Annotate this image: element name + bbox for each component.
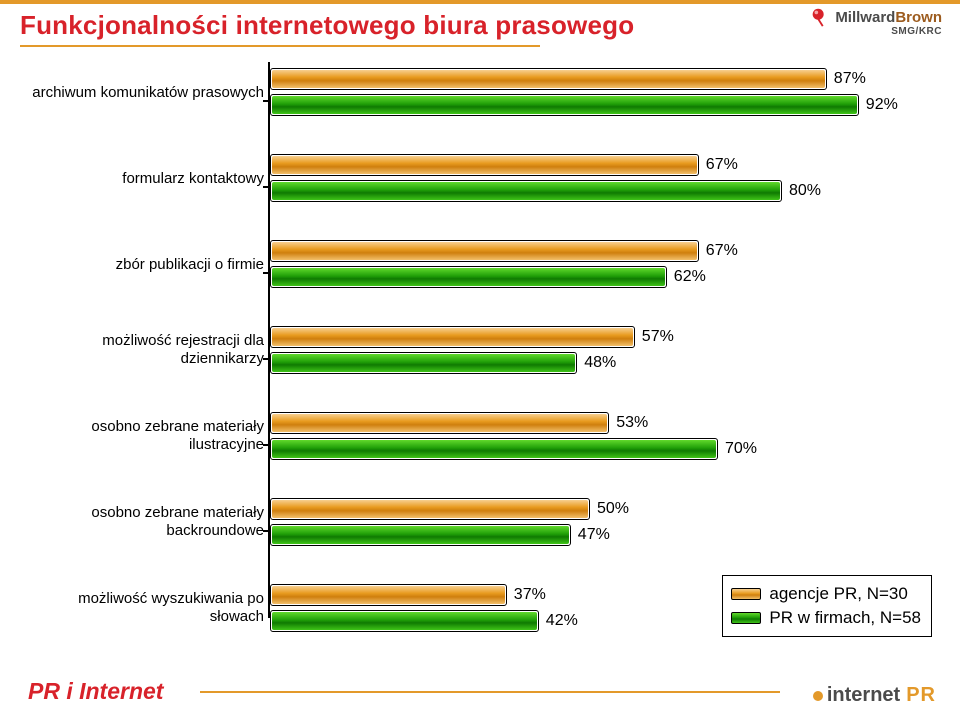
bar-fill <box>272 500 588 518</box>
logo-internet-pr: internet PR <box>813 684 936 707</box>
brand-line1: MillwardBrown <box>835 9 942 26</box>
category-label: osobno zebrane materiały ilustracyjne <box>20 418 264 454</box>
bar-series2: 48% <box>270 352 577 374</box>
bar-series1: 50% <box>270 498 590 520</box>
category-label: możliwość rejestracji dla dziennikarzy <box>20 332 264 368</box>
category-label: osobno zebrane materiały backroundowe <box>20 504 264 540</box>
bar-pair: 87%92% <box>270 68 859 116</box>
brand-millward: Millward <box>835 9 895 26</box>
bar-series1: 57% <box>270 326 635 348</box>
bar-fill <box>272 586 505 604</box>
bar-value-label: 42% <box>546 612 578 630</box>
legend-label: PR w firmach, N=58 <box>769 608 921 628</box>
legend-item: agencje PR, N=30 <box>731 582 921 606</box>
bar-fill <box>272 612 537 630</box>
bar-fill <box>272 242 697 260</box>
bar-series2: 80% <box>270 180 782 202</box>
bar-series2: 70% <box>270 438 718 460</box>
pushpin-icon <box>809 6 831 28</box>
title-underline <box>20 45 540 47</box>
legend: agencje PR, N=30 PR w firmach, N=58 <box>722 575 932 637</box>
bar-value-label: 47% <box>578 526 610 544</box>
legend-item: PR w firmach, N=58 <box>731 606 921 630</box>
page-title: Funkcjonalności internetowego biura pras… <box>20 10 634 41</box>
slide: Funkcjonalności internetowego biura pras… <box>0 0 960 715</box>
logo-text-internet: internet <box>827 684 900 707</box>
bar-value-label: 67% <box>706 156 738 174</box>
bar-series1: 67% <box>270 154 699 176</box>
bar-series2: 62% <box>270 266 667 288</box>
bar-series1: 53% <box>270 412 609 434</box>
bar-fill <box>272 526 569 544</box>
logo-millward-brown: MillwardBrown SMG/KRC <box>809 6 942 37</box>
bar-series1: 67% <box>270 240 699 262</box>
bar-fill <box>272 328 633 346</box>
bar-pair: 67% 80% <box>270 154 782 202</box>
bar-fill <box>272 268 665 286</box>
bar-value-label: 50% <box>597 500 629 518</box>
bar-value-label: 80% <box>789 182 821 200</box>
bar-chart: archiwum komunikatów prasowych87%92%form… <box>0 58 960 618</box>
bar-fill <box>272 414 607 432</box>
bar-value-label: 67% <box>706 242 738 260</box>
bar-series2: 42% <box>270 610 539 632</box>
bar-value-label: 37% <box>514 586 546 604</box>
header: Funkcjonalności internetowego biura pras… <box>0 0 960 47</box>
legend-label: agencje PR, N=30 <box>769 584 907 604</box>
bar-series2: 92% <box>270 94 859 116</box>
bar-pair: 67%62% <box>270 240 699 288</box>
bar-pair: 53% 70% <box>270 412 718 460</box>
bar-fill <box>272 70 825 88</box>
bar-pair: 50%47% <box>270 498 590 546</box>
bar-series1: 87% <box>270 68 827 90</box>
bar-value-label: 70% <box>725 440 757 458</box>
bar-value-label: 92% <box>866 96 898 114</box>
bar-fill <box>272 440 716 458</box>
bar-value-label: 87% <box>834 70 866 88</box>
bar-value-label: 57% <box>642 328 674 346</box>
brand-brown: Brown <box>895 9 942 26</box>
footer: PR i Internet internet PR <box>0 667 960 715</box>
logo-text-pr: PR <box>906 684 936 707</box>
bar-fill <box>272 354 575 372</box>
bar-value-label: 48% <box>584 354 616 372</box>
bar-fill <box>272 96 857 114</box>
bar-value-label: 62% <box>674 268 706 286</box>
bar-series1: 37% <box>270 584 507 606</box>
bar-fill <box>272 156 697 174</box>
bar-pair: 57% 48% <box>270 326 635 374</box>
category-label: zbór publikacji o firmie <box>20 256 264 274</box>
bar-fill <box>272 182 780 200</box>
legend-swatch-green <box>731 612 761 624</box>
bar-value-label: 53% <box>616 414 648 432</box>
category-label: archiwum komunikatów prasowych <box>20 84 264 102</box>
legend-swatch-orange <box>731 588 761 600</box>
category-label: możliwość wyszukiwania po słowach <box>20 590 264 626</box>
footer-title: PR i Internet <box>28 678 163 705</box>
logo-dot-icon <box>813 691 823 701</box>
category-label: formularz kontaktowy <box>20 170 264 188</box>
bar-pair: 37%42% <box>270 584 539 632</box>
footer-line <box>200 691 780 693</box>
bar-series2: 47% <box>270 524 571 546</box>
